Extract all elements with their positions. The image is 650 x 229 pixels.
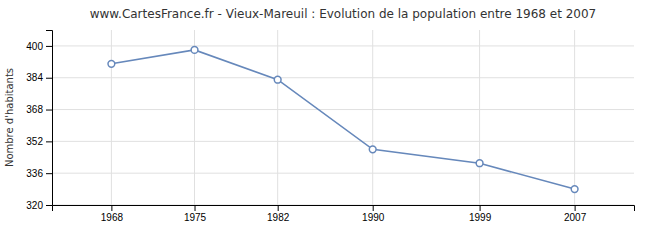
tick-mark [480,205,481,211]
tick-label: 1982 [267,212,290,223]
tick: 384 [26,72,52,83]
tick: 1990 [362,205,385,223]
tick: 1975 [184,205,207,223]
tick-label: 1999 [469,212,492,223]
point [476,160,483,167]
tick-label: 1968 [101,212,124,223]
grid-line [111,30,112,205]
series [108,47,578,193]
point [191,47,198,54]
axis-line [53,206,635,212]
x-axis: 1968 1975 1982 1990 1999 2007 [53,205,635,223]
tick-mark [46,205,52,206]
tick: 1982 [267,205,290,223]
axis-line [46,31,53,206]
tick-label: 336 [26,168,43,179]
grid-line [372,30,373,205]
grid-line [52,173,634,174]
plot-area: 1968 1975 1982 1990 1999 2007 320 336 352 368 384 4… [26,30,634,223]
tick-mark [46,78,52,79]
tick-mark [195,205,196,211]
tick-mark [46,46,52,47]
grid-line [52,77,634,78]
point [108,60,115,67]
tick-label: 400 [26,41,43,52]
point [369,146,376,153]
tick: 336 [26,168,52,179]
tick: 2007 [564,205,587,223]
chart: 1968 1975 1982 1990 1999 2007 320 336 352 368 384 4… [0,0,650,229]
tick: 1999 [469,205,492,223]
y-axis-title: Nombre d'habitants [4,68,15,167]
title: www.CartesFrance.fr - Vieux-Mareuil : Ev… [90,7,597,21]
tick: 352 [26,136,52,147]
grid-line [52,109,634,110]
tick-mark [575,205,576,211]
tick-mark [111,205,112,211]
grid-line [52,45,634,46]
tick-mark [278,205,279,211]
tick-mark [46,110,52,111]
tick-mark [373,205,374,211]
tick: 1968 [101,205,124,223]
tick-mark [46,173,52,174]
point [274,76,281,83]
line [111,50,574,189]
grid [52,30,634,205]
tick-label: 2007 [564,212,587,223]
y-axis: 320 336 352 368 384 400 [26,31,52,211]
grid-line [479,30,480,205]
tick: 400 [26,41,52,52]
tick: 368 [26,104,52,115]
tick-label: 320 [26,200,43,211]
grid-line [574,30,575,205]
tick-label: 1990 [362,212,385,223]
point [571,186,578,193]
tick-label: 1975 [184,212,207,223]
tick-mark [46,141,52,142]
grid-line [52,141,634,142]
tick-label: 352 [26,136,43,147]
tick: 320 [26,200,52,211]
grid-line [277,30,278,205]
tick-label: 368 [26,104,43,115]
grid-line [194,30,195,205]
tick-label: 384 [26,72,43,83]
